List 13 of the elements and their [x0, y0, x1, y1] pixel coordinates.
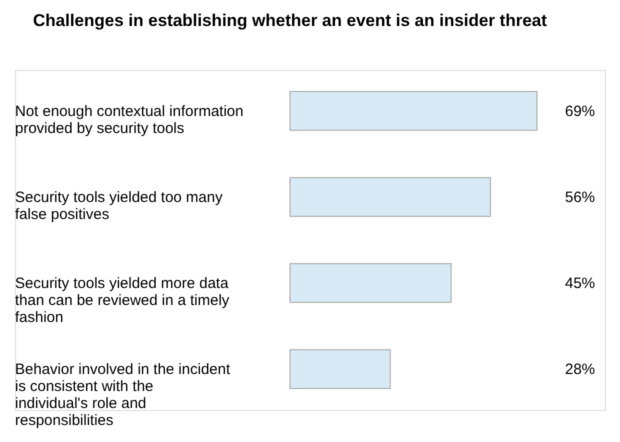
- data-label: 28%: [564, 361, 596, 378]
- y-tick-label: Behavior involved in the incident is consistent with the individual's role and responsibilities: [15, 361, 231, 430]
- bar: [290, 177, 491, 217]
- y-tick-label: Not enough contextual information provided by security tools: [15, 102, 244, 137]
- data-label: 45%: [564, 275, 596, 292]
- data-label: 69%: [564, 102, 596, 120]
- chart-title: Challenges in establishing whether an event is an insider threat: [33, 11, 548, 30]
- y-tick-label: Security tools yielded too many false positives: [15, 188, 224, 223]
- bar: [290, 263, 452, 303]
- bar: [290, 91, 538, 131]
- bar: [290, 349, 391, 389]
- y-tick-label: Security tools yielded more data than can be reviewed in a timely fashion: [15, 275, 230, 326]
- data-label: 56%: [564, 188, 596, 206]
